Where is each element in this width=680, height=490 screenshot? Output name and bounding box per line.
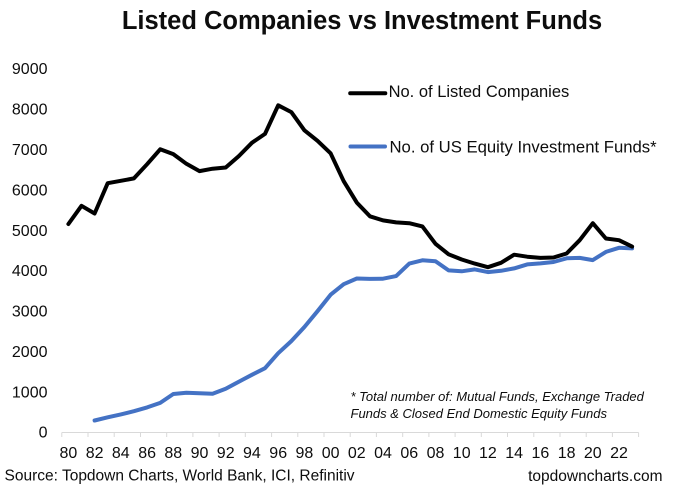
svg-text:9000: 9000 <box>12 61 48 78</box>
svg-text:96: 96 <box>269 445 287 462</box>
svg-text:7000: 7000 <box>12 142 48 159</box>
svg-text:84: 84 <box>112 445 130 462</box>
svg-text:94: 94 <box>243 445 261 462</box>
svg-text:82: 82 <box>86 445 104 462</box>
svg-text:90: 90 <box>191 445 209 462</box>
svg-text:Listed Companies vs Investment: Listed Companies vs Investment Funds <box>122 7 602 35</box>
svg-text:22: 22 <box>610 445 628 462</box>
svg-text:18: 18 <box>558 445 576 462</box>
svg-text:14: 14 <box>505 445 523 462</box>
svg-text:Source: Topdown Charts, World: Source: Topdown Charts, World Bank, ICI,… <box>5 467 355 484</box>
svg-text:04: 04 <box>374 445 392 462</box>
svg-text:10: 10 <box>453 445 471 462</box>
svg-text:2000: 2000 <box>12 344 48 361</box>
svg-text:02: 02 <box>348 445 366 462</box>
svg-text:3000: 3000 <box>12 304 48 321</box>
svg-text:88: 88 <box>164 445 182 462</box>
svg-text:12: 12 <box>479 445 497 462</box>
svg-text:4000: 4000 <box>12 263 48 280</box>
svg-text:98: 98 <box>296 445 314 462</box>
svg-text:20: 20 <box>584 445 602 462</box>
svg-text:No. of US Equity Investment Fu: No. of US Equity Investment Funds* <box>390 137 658 156</box>
svg-text:92: 92 <box>217 445 235 462</box>
svg-text:06: 06 <box>400 445 418 462</box>
svg-text:80: 80 <box>60 445 78 462</box>
svg-text:16: 16 <box>532 445 550 462</box>
svg-text:1000: 1000 <box>12 384 48 401</box>
svg-text:08: 08 <box>427 445 445 462</box>
svg-text:0: 0 <box>39 425 48 442</box>
svg-text:* Total number of: Mutual Fund: * Total number of: Mutual Funds, Exchang… <box>351 389 645 404</box>
svg-text:Funds & Closed End Domestic Eq: Funds & Closed End Domestic Equity Funds <box>351 406 608 421</box>
svg-text:topdowncharts.com: topdowncharts.com <box>528 468 662 485</box>
svg-text:8000: 8000 <box>12 102 48 119</box>
svg-text:86: 86 <box>138 445 156 462</box>
svg-text:No. of Listed Companies: No. of Listed Companies <box>389 83 570 101</box>
svg-text:5000: 5000 <box>12 223 48 240</box>
svg-text:00: 00 <box>322 445 340 462</box>
svg-text:6000: 6000 <box>12 182 48 199</box>
